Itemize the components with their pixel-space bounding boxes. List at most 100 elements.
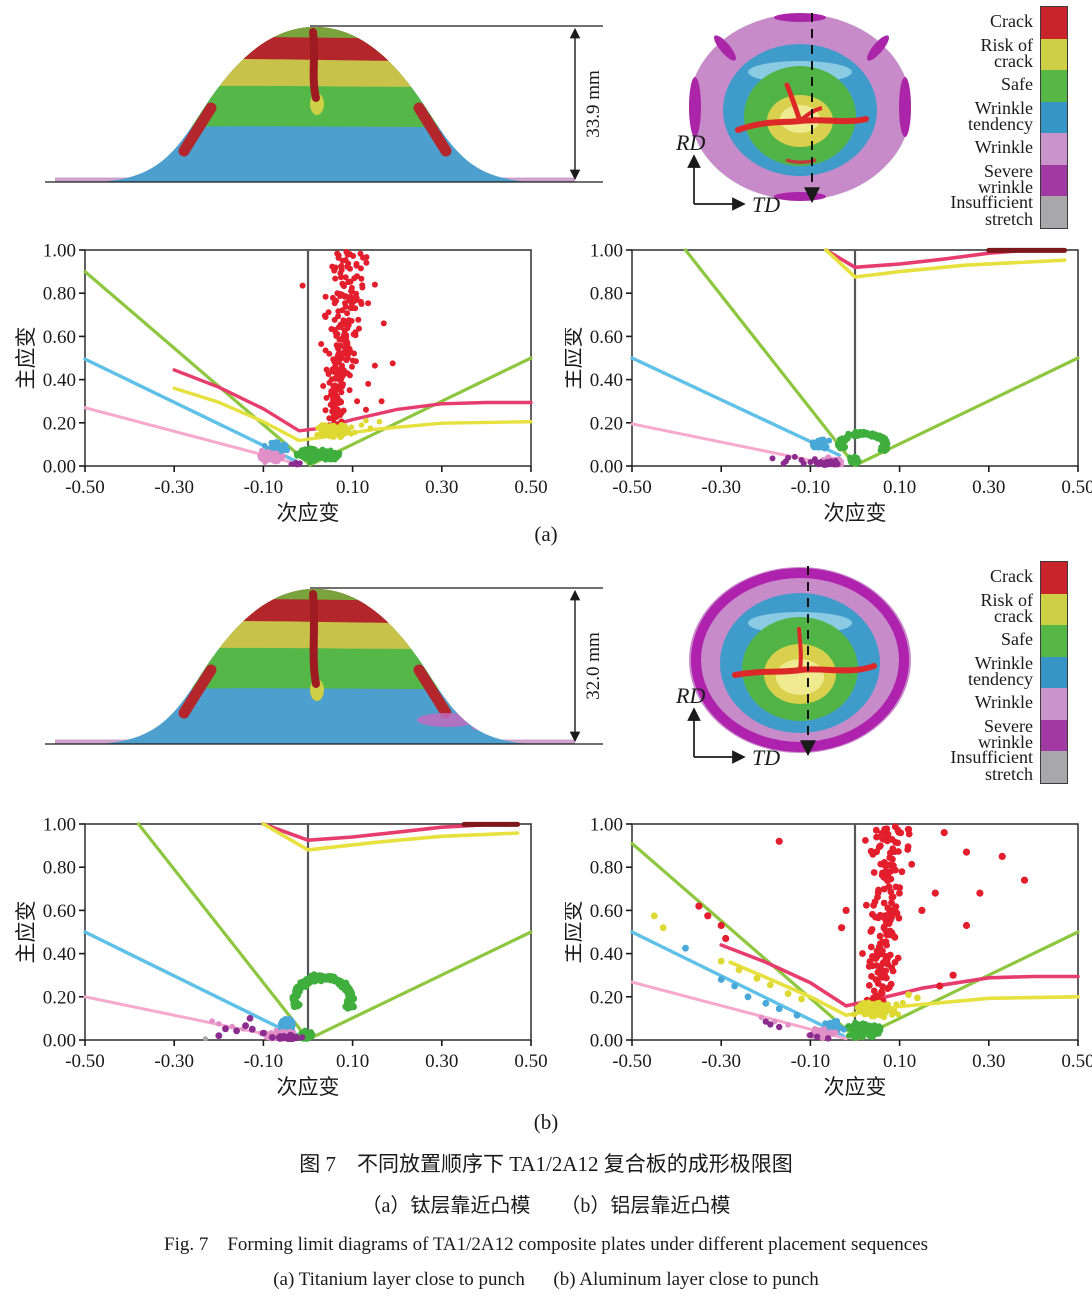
td-axis-label: TD <box>752 745 780 770</box>
legend-color-swatch <box>1041 751 1067 783</box>
x-tick-label: 0.10 <box>883 1051 916 1072</box>
y-tick-label: 0.20 <box>43 413 76 434</box>
x-tick-label: -0.10 <box>244 1051 284 1072</box>
x-tick-label: 0.50 <box>514 1051 547 1072</box>
dome-side-view-b: 32.0 mm <box>45 587 604 745</box>
central-crack <box>309 28 320 102</box>
crack-branch <box>784 82 803 124</box>
crack-side-right <box>413 102 452 157</box>
x-tick-label: 0.30 <box>425 1051 458 1072</box>
x-tick-label: 0.10 <box>883 477 916 498</box>
risk-points <box>851 999 906 1021</box>
x-tick-label: 0.50 <box>1061 477 1092 498</box>
y-tick-label: 0.80 <box>590 284 623 305</box>
crack-outliers <box>695 829 1029 990</box>
flc-yellow <box>824 248 1067 279</box>
dome-top-view-b: RD TD <box>675 566 911 770</box>
legend-label: Wrinkle <box>974 692 1033 713</box>
flc-yellow <box>172 386 533 443</box>
contour-legend-a: Crack Risk of crack Safe Wrinkle tendency Wrin… <box>920 6 1068 229</box>
x-axis-title: 次应变 <box>277 501 340 525</box>
caption-en-title: Fig. 7 Forming limit diagrams of TA1/2A1… <box>164 1234 928 1255</box>
safe-tail <box>847 453 862 467</box>
crack-points <box>859 823 916 1007</box>
wrinkle-pink <box>630 980 848 1041</box>
dome-side-view-a: 33.9 mm <box>45 25 604 183</box>
risk-outliers <box>650 912 921 1003</box>
y-tick-label: 0.80 <box>43 858 76 879</box>
legend-color-swatch <box>1041 688 1067 720</box>
legend-color-swatch <box>1041 70 1067 102</box>
rd-axis-label: RD <box>675 683 705 708</box>
x-tick-label: -0.30 <box>154 477 194 498</box>
legend-colorbar <box>1040 6 1068 229</box>
wrinkle-outliers <box>758 1014 791 1028</box>
legend-color-swatch <box>1041 625 1067 657</box>
caption-en-sub: (a) Titanium layer close to punch (b) Al… <box>273 1269 819 1290</box>
legend-color-swatch <box>1041 101 1067 133</box>
legend-label: Safe <box>1001 74 1033 95</box>
flc-yellow <box>261 822 520 852</box>
fld-chart-b-right: -0.50 -0.30 -0.10 0.10 0.30 0.50 0.00 0.20 0.40 0… <box>565 815 1092 1100</box>
crack-side-right <box>413 664 452 719</box>
x-tick-label: -0.30 <box>154 1051 194 1072</box>
safe-hook <box>834 428 891 454</box>
legend-label: Crack <box>990 566 1033 587</box>
contour-legend-b: Crack Risk of crack Safe Wrinkle tendency Wrin… <box>920 561 1068 784</box>
crack-branch <box>797 627 803 672</box>
y-axis-title: 主应变 <box>14 901 38 964</box>
y-axis-title: 主应变 <box>14 327 38 390</box>
y-axis-title: 主应变 <box>565 901 585 964</box>
legend-color-swatch <box>1041 719 1067 751</box>
wrinkle-pink <box>83 995 283 1039</box>
legend-labels: Crack Risk of crack Safe Wrinkle tendency Wrin… <box>920 561 1040 784</box>
legend-color-swatch <box>1041 196 1067 228</box>
y-tick-label: 0.80 <box>43 284 76 305</box>
wrinkle-tendency-blue <box>83 357 299 464</box>
wrinkle-tendency-blue <box>83 930 301 1040</box>
ring-severe-patch <box>714 35 736 61</box>
legend-label: Risk of crack <box>980 589 1033 627</box>
x-tick-label: -0.50 <box>612 477 652 498</box>
x-tick-label: -0.30 <box>701 477 741 498</box>
y-tick-label: 0.20 <box>43 987 76 1008</box>
dome-body <box>100 589 530 744</box>
y-tick-label: 0.60 <box>590 327 623 348</box>
ring-severe-patch <box>774 192 826 201</box>
y-tick-label: 0.20 <box>590 987 623 1008</box>
tendency-outliers <box>682 944 801 1019</box>
y-tick-label: 0.00 <box>590 457 623 478</box>
severe-outliers <box>769 453 818 467</box>
legend-color-swatch <box>1041 562 1067 594</box>
y-tick-label: 0.80 <box>590 858 623 879</box>
y-tick-label: 1.00 <box>43 241 76 262</box>
wrinkle-outliers <box>209 1018 247 1032</box>
legend-colorbar <box>1040 561 1068 784</box>
x-tick-label: 0.50 <box>514 477 547 498</box>
td-axis-label: TD <box>752 192 780 217</box>
legend-color-swatch <box>1041 593 1067 625</box>
legend-label: Wrinkle tendency <box>968 97 1033 135</box>
y-tick-label: 1.00 <box>590 815 623 836</box>
x-tick-label: 0.10 <box>336 477 369 498</box>
risk-outliers <box>352 417 383 436</box>
ring-severe-patch <box>689 77 701 137</box>
insufficient-points <box>202 1036 208 1042</box>
y-axis-title: 主应变 <box>565 327 585 390</box>
panel-b-tag: (b) <box>533 1110 559 1134</box>
y-tick-label: 0.00 <box>590 1031 623 1052</box>
x-axis-title: 次应变 <box>824 501 887 525</box>
y-tick-label: 0.60 <box>43 901 76 922</box>
severe-points <box>288 459 303 468</box>
legend-color-swatch <box>1041 133 1067 165</box>
y-tick-label: 1.00 <box>43 815 76 836</box>
legend-label: Insufficient stretch <box>950 192 1033 229</box>
x-tick-label: -0.50 <box>65 1051 105 1072</box>
safe-points <box>293 445 343 466</box>
risk-points <box>314 422 355 441</box>
ring-severe-patch <box>899 77 911 137</box>
ring-severe-patch <box>867 35 889 61</box>
safe-points <box>844 1019 884 1041</box>
ring-severe-patch <box>774 13 826 22</box>
